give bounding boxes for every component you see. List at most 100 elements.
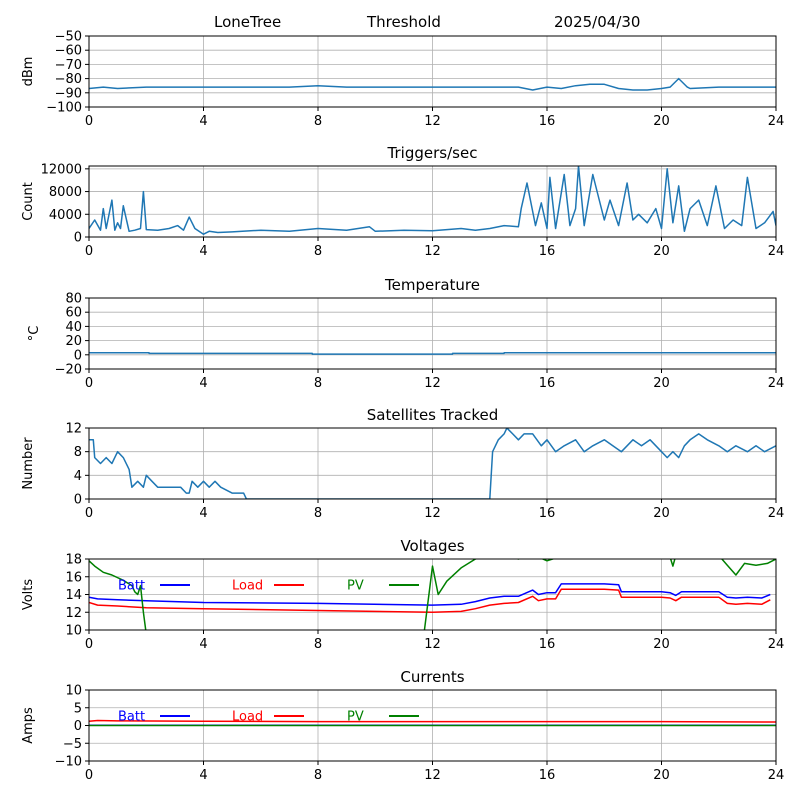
y-tick-label: 16 bbox=[65, 570, 82, 585]
y-tick-label: −10 bbox=[55, 755, 82, 770]
x-tick-label: 16 bbox=[539, 506, 556, 521]
chart-panel-5: 0 4 8 12 16 20 24 10 12 14 16 18 Voltages Volts Batt Lo… bbox=[21, 537, 784, 652]
x-tick-label: 20 bbox=[653, 637, 670, 652]
y-axis-label: dBm bbox=[21, 57, 36, 87]
y-tick-label: 18 bbox=[65, 553, 82, 568]
y-tick-label: 8000 bbox=[49, 185, 82, 200]
x-tick-label: 12 bbox=[424, 114, 441, 129]
y-tick-label: 5 bbox=[74, 701, 82, 716]
x-tick-label: 0 bbox=[85, 376, 93, 391]
y-tick-label: 0 bbox=[74, 719, 82, 734]
y-tick-label: 60 bbox=[65, 306, 82, 321]
y-tick-label: 10 bbox=[65, 624, 82, 639]
chart-panel-2: 0 4 8 12 16 20 24 0 4000 8000 12000 Triggers/sec Cou… bbox=[21, 144, 784, 259]
x-tick-label: 24 bbox=[768, 637, 785, 652]
y-axis-label: Count bbox=[21, 182, 36, 221]
y-tick-label: 0 bbox=[74, 493, 82, 508]
x-tick-label: 8 bbox=[314, 244, 322, 259]
series-line-load bbox=[89, 719, 776, 723]
y-tick-label: −20 bbox=[55, 363, 82, 378]
legend-label-load: Load bbox=[232, 579, 263, 594]
y-tick-label: −60 bbox=[55, 44, 82, 59]
y-tick-label: 0 bbox=[74, 348, 82, 363]
y-axis-label: Number bbox=[21, 437, 36, 490]
y-tick-label: 12 bbox=[65, 606, 82, 621]
series-line-1 bbox=[89, 77, 776, 91]
y-tick-label: −90 bbox=[55, 86, 82, 101]
y-tick-label: 0 bbox=[74, 231, 82, 246]
x-tick-label: 16 bbox=[539, 114, 556, 129]
x-tick-label: 8 bbox=[314, 637, 322, 652]
y-axis-label: °C bbox=[27, 326, 42, 342]
x-tick-label: 8 bbox=[314, 376, 322, 391]
x-tick-label: 20 bbox=[653, 244, 670, 259]
x-tick-label: 20 bbox=[653, 376, 670, 391]
header-date: 2025/04/30 bbox=[554, 13, 640, 31]
y-tick-label: −50 bbox=[55, 30, 82, 45]
series-line-batt bbox=[89, 583, 771, 606]
x-tick-label: 8 bbox=[314, 114, 322, 129]
legend-label-pv: PV bbox=[347, 579, 364, 594]
chart-title: Temperature bbox=[384, 276, 480, 294]
x-tick-label: 0 bbox=[85, 244, 93, 259]
x-tick-label: 4 bbox=[199, 114, 207, 129]
header-mode: Threshold bbox=[366, 13, 441, 31]
x-tick-label: 16 bbox=[539, 768, 556, 783]
x-tick-label: 8 bbox=[314, 768, 322, 783]
y-axis-label: Volts bbox=[21, 579, 36, 611]
y-tick-label: −70 bbox=[55, 58, 82, 73]
series-line-load bbox=[89, 588, 771, 614]
x-tick-label: 0 bbox=[85, 506, 93, 521]
x-tick-label: 16 bbox=[539, 376, 556, 391]
y-tick-label: 4000 bbox=[49, 208, 82, 223]
x-tick-label: 24 bbox=[768, 114, 785, 129]
x-tick-label: 16 bbox=[539, 244, 556, 259]
x-tick-label: 4 bbox=[199, 244, 207, 259]
chart-panel-4: 0 4 8 12 16 20 24 0 4 8 12 Satellites Tracked Number bbox=[21, 406, 784, 521]
y-tick-label: 12000 bbox=[41, 162, 82, 177]
x-tick-label: 0 bbox=[85, 768, 93, 783]
x-tick-label: 24 bbox=[768, 506, 785, 521]
legend-label-batt: Batt bbox=[118, 579, 145, 594]
y-tick-label: 12 bbox=[65, 422, 82, 437]
x-tick-label: 20 bbox=[653, 114, 670, 129]
x-tick-label: 24 bbox=[768, 768, 785, 783]
x-tick-label: 12 bbox=[424, 376, 441, 391]
y-tick-label: 10 bbox=[65, 684, 82, 699]
x-tick-label: 16 bbox=[539, 637, 556, 652]
x-tick-label: 24 bbox=[768, 244, 785, 259]
x-tick-label: 4 bbox=[199, 768, 207, 783]
series-line-pv bbox=[89, 559, 776, 630]
chart-panel-1: 0 4 8 12 16 20 24 −50−60−70−80−90−100 dBm bbox=[21, 30, 784, 130]
x-tick-label: 12 bbox=[424, 768, 441, 783]
y-tick-label: 40 bbox=[65, 320, 82, 335]
x-tick-label: 12 bbox=[424, 244, 441, 259]
legend-label-batt: Batt bbox=[118, 710, 145, 725]
x-tick-label: 20 bbox=[653, 768, 670, 783]
x-tick-label: 0 bbox=[85, 114, 93, 129]
y-tick-label: −100 bbox=[46, 101, 82, 116]
series-line-3 bbox=[89, 351, 776, 355]
x-tick-label: 12 bbox=[424, 637, 441, 652]
x-tick-label: 20 bbox=[653, 506, 670, 521]
x-tick-label: 4 bbox=[199, 637, 207, 652]
chart-panel-6: 0 4 8 12 16 20 24 10 5 0 −5 −10 Currents Amps Batt Load… bbox=[21, 668, 784, 783]
y-tick-label: 80 bbox=[65, 292, 82, 307]
chart-title: Voltages bbox=[400, 537, 464, 555]
chart-title: Currents bbox=[400, 668, 464, 686]
y-tick-label: 20 bbox=[65, 334, 82, 349]
x-tick-label: 4 bbox=[199, 506, 207, 521]
series-line-4 bbox=[89, 428, 776, 499]
y-axis-label: Amps bbox=[21, 707, 36, 744]
x-tick-label: 0 bbox=[85, 637, 93, 652]
series-line-2 bbox=[89, 166, 776, 235]
chart-title: Triggers/sec bbox=[387, 144, 478, 162]
x-tick-label: 8 bbox=[314, 506, 322, 521]
y-tick-label: 14 bbox=[65, 588, 82, 603]
x-tick-label: 4 bbox=[199, 376, 207, 391]
x-tick-label: 24 bbox=[768, 376, 785, 391]
y-tick-label: −5 bbox=[63, 737, 82, 752]
